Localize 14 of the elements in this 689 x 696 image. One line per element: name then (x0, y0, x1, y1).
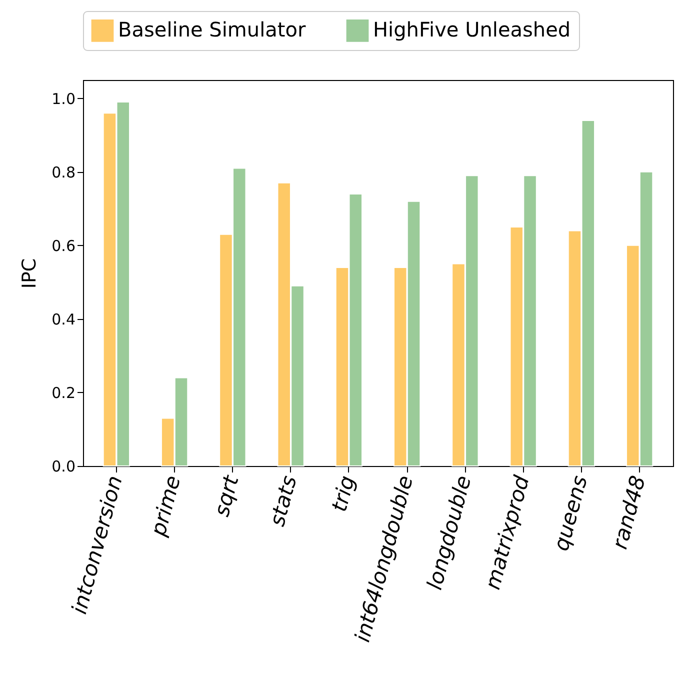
y-tick-label: 0.6 (52, 236, 76, 255)
y-tick-label: 0.4 (52, 310, 76, 328)
legend-label: Baseline Simulator (118, 18, 306, 42)
x-tick-label: queens (549, 473, 592, 554)
y-tick-label: 0.8 (52, 163, 76, 182)
x-tick-label: rand48 (608, 473, 650, 552)
y-tick-label: 0.2 (52, 384, 76, 402)
x-tick-label: prime (146, 473, 186, 540)
x-tick-label: sqrt (209, 472, 244, 520)
x-tick-label: stats (264, 473, 302, 529)
y-tick-label: 1.0 (52, 90, 76, 108)
y-axis-title: IPC (18, 258, 41, 289)
y-tick-label: 0.0 (52, 458, 76, 476)
legend-label: HighFive Unleashed (373, 18, 571, 42)
